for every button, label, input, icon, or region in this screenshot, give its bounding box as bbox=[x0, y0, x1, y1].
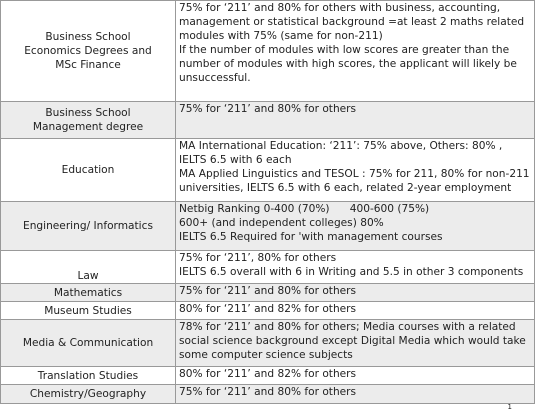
requirement-text: 75% for ‘211’ and 80% for others with bu… bbox=[179, 2, 528, 42]
subject-cell: Chemistry/Geography bbox=[0, 384, 176, 404]
table-row: Engineering/ Informatics Netbig Ranking 0… bbox=[0, 201, 535, 251]
subject-text: Economics Degrees and bbox=[24, 45, 152, 57]
requirement-cell: 75% for ‘211’ and 80% for others with bu… bbox=[175, 0, 535, 102]
requirement-cell: 75% for ‘211’ and 80% for others bbox=[175, 283, 535, 302]
subject-cell: Education bbox=[0, 138, 176, 202]
table-row: Media & Communication 78% for ‘211’ and 8… bbox=[0, 319, 535, 367]
subject-text: Business School bbox=[45, 31, 131, 43]
requirement-cell: 75% for ‘211’, 80% for others IELTS 6.5 o… bbox=[175, 250, 535, 284]
subject-cell: Business School Management degree bbox=[0, 101, 176, 139]
requirement-cell: 80% for ‘211’ and 82% for others bbox=[175, 366, 535, 385]
requirement-text: MA Applied Linguistics and TESOL : 75% f… bbox=[179, 168, 533, 194]
subject-cell: Media & Communication bbox=[0, 319, 176, 367]
requirement-text: If the number of modules with low scores… bbox=[179, 44, 521, 84]
table-row: Business School Economics Degrees and MSc … bbox=[0, 0, 535, 102]
requirement-text: 600+ (and independent colleges) 80% bbox=[179, 217, 384, 229]
subject-cell: Translation Studies bbox=[0, 366, 176, 385]
subject-cell: Business School Economics Degrees and MSc … bbox=[0, 0, 176, 102]
requirement-text: 80% for ‘211’ and 82% for others bbox=[179, 368, 357, 380]
subject-text: Education bbox=[61, 164, 115, 176]
subject-text: Media & Communication bbox=[22, 337, 154, 349]
requirement-text: Netbig Ranking 0-400 (70%) 400-600 (75%) bbox=[179, 203, 430, 215]
subject-cell: Law bbox=[0, 250, 176, 284]
subject-text: Translation Studies bbox=[37, 369, 139, 382]
requirement-cell: 78% for ‘211’ and 80% for others; Media … bbox=[175, 319, 535, 367]
subject-text: MSc Finance bbox=[55, 59, 121, 71]
subject-text: Museum Studies bbox=[44, 304, 132, 317]
requirement-text: IELTS 6.5 Required for 'with management … bbox=[179, 231, 443, 243]
requirement-text: 75% for ‘211’ and 80% for others bbox=[179, 103, 357, 115]
requirement-cell: 75% for ‘211’ and 80% for others bbox=[175, 384, 535, 404]
table-row: Museum Studies 80% for ‘211’ and 82% for … bbox=[0, 301, 535, 320]
requirement-cell: 75% for ‘211’ and 80% for others bbox=[175, 101, 535, 139]
table-row: Translation Studies 80% for ‘211’ and 82%… bbox=[0, 366, 535, 385]
requirement-cell: Netbig Ranking 0-400 (70%) 400-600 (75%)… bbox=[175, 201, 535, 251]
subject-cell: Museum Studies bbox=[0, 301, 176, 320]
page-number: 1 bbox=[507, 403, 512, 411]
table-row: Law 75% for ‘211’, 80% for others IELTS 6.… bbox=[0, 250, 535, 284]
subject-text: Law bbox=[77, 270, 99, 282]
subject-text: Business School bbox=[45, 107, 131, 119]
subject-text: Chemistry/Geography bbox=[29, 388, 147, 400]
requirement-text: 75% for ‘211’, 80% for others bbox=[179, 252, 337, 264]
subject-text: Mathematics bbox=[53, 286, 123, 299]
requirement-cell: 80% for ‘211’ and 82% for others bbox=[175, 301, 535, 320]
requirement-text: 80% for ‘211’ and 82% for others bbox=[179, 303, 357, 315]
table-row: Business School Management degree 75% for … bbox=[0, 101, 535, 139]
requirement-cell: MA International Education: ‘211’: 75% a… bbox=[175, 138, 535, 202]
subject-text: Engineering/ Informatics bbox=[23, 220, 153, 232]
requirement-text: 75% for ‘211’ and 80% for others bbox=[179, 285, 357, 297]
requirement-text: MA International Education: ‘211’: 75% a… bbox=[179, 140, 506, 166]
subject-cell: Engineering/ Informatics bbox=[0, 201, 176, 251]
requirement-text: 78% for ‘211’ and 80% for others; Media … bbox=[179, 321, 530, 361]
subject-text: Management degree bbox=[32, 121, 144, 133]
requirement-text: IELTS 6.5 overall with 6 in Writing and … bbox=[179, 266, 524, 278]
table-row: Chemistry/Geography 75% for ‘211’ and 80%… bbox=[0, 384, 535, 404]
table-row: Education MA International Education: ‘21… bbox=[0, 138, 535, 202]
table-row: Mathematics 75% for ‘211’ and 80% for oth… bbox=[0, 283, 535, 302]
requirement-text: 75% for ‘211’ and 80% for others bbox=[179, 386, 357, 398]
subject-cell: Mathematics bbox=[0, 283, 176, 302]
